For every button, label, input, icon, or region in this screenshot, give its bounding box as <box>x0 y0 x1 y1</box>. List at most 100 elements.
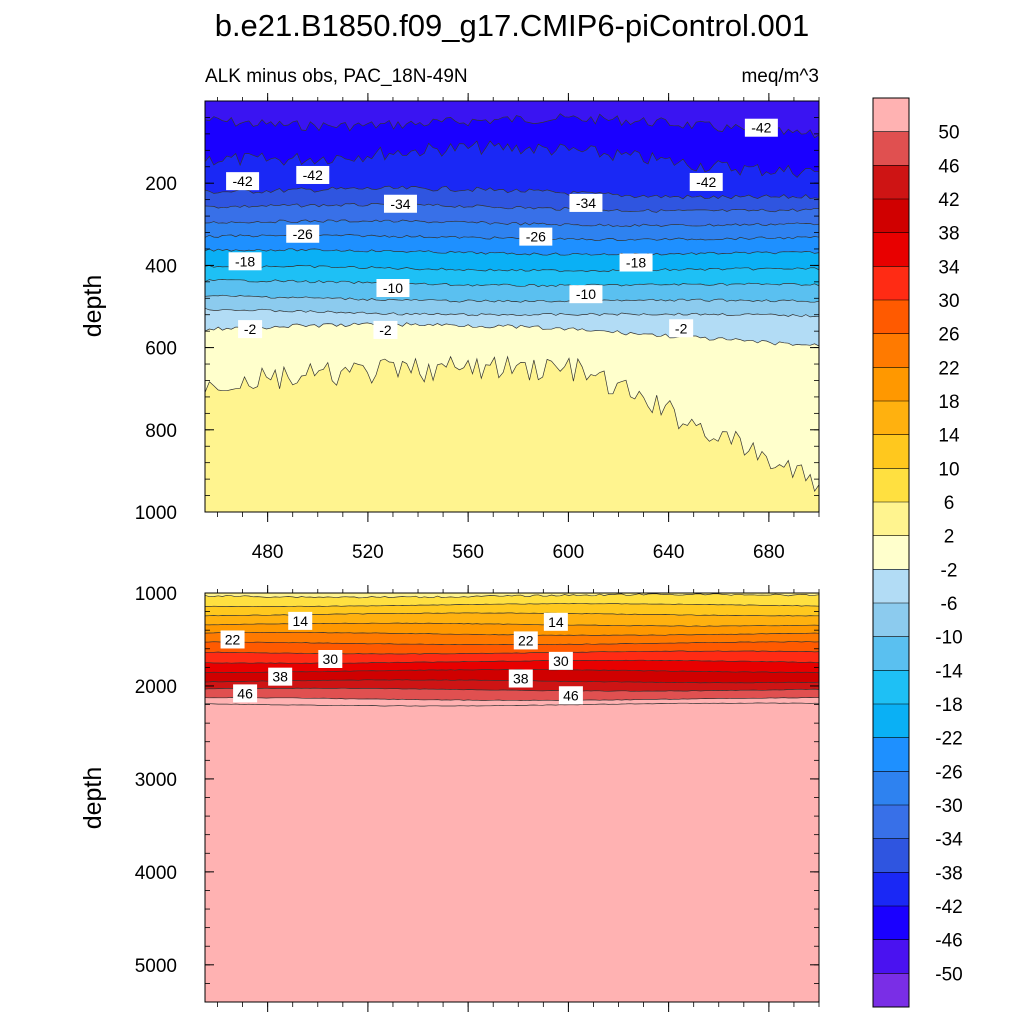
colorbar-frame <box>872 97 910 1008</box>
contour-label: 38 <box>272 669 288 685</box>
contour-label: -2 <box>244 321 257 337</box>
contour-label-box <box>228 252 262 271</box>
colorbar-label: 46 <box>938 156 959 177</box>
lower-contour-line <box>205 659 819 664</box>
contour-label-box <box>238 320 263 339</box>
contour-label-box <box>268 667 293 686</box>
colorbar-swatch <box>873 603 909 638</box>
contour-label-box <box>513 631 538 650</box>
chart-title: b.e21.B1850.f09_g17.CMIP6-piControl.001 <box>215 8 810 43</box>
colorbar-swatch <box>873 569 909 604</box>
colorbar-swatch <box>873 98 909 133</box>
x-tick-label: 600 <box>553 542 585 563</box>
colorbar-label: -2 <box>941 560 958 581</box>
upper-contour-line <box>205 294 819 303</box>
upper-band <box>205 356 819 512</box>
upper-band <box>205 234 819 256</box>
colorbar-swatch <box>873 266 909 301</box>
y-tick-label: 4000 <box>135 863 177 884</box>
contour-label-box <box>220 630 245 649</box>
lower-contour-line <box>205 687 819 692</box>
x-tick-label: 560 <box>452 542 484 563</box>
lower-contour-line <box>205 641 819 646</box>
colorbar-label: -22 <box>935 729 962 750</box>
colorbar-label: 6 <box>944 493 955 514</box>
contour-label: 30 <box>323 651 339 667</box>
contour-label-box <box>373 320 398 339</box>
colorbar-label: -42 <box>935 897 962 918</box>
lower-band <box>205 612 819 627</box>
colorbar-swatch <box>873 872 909 907</box>
colorbar-swatch <box>873 704 909 739</box>
colorbar-swatch <box>873 367 909 402</box>
contour-label: 22 <box>225 631 241 647</box>
upper-contour-line <box>205 248 819 256</box>
upper-band <box>205 279 819 303</box>
contour-label: 14 <box>292 613 308 629</box>
lower-panel-fill <box>205 593 819 1002</box>
upper-band <box>205 186 819 213</box>
contour-label-box <box>376 279 410 298</box>
contour-label: -18 <box>235 253 255 269</box>
colorbar-swatch <box>873 401 909 436</box>
upper-band <box>205 203 819 227</box>
colorbar-swatch <box>873 333 909 368</box>
colorbar-label: 30 <box>938 291 959 312</box>
lower-contour-line <box>205 650 819 655</box>
contour-label: -34 <box>390 196 410 212</box>
upper-contour-line <box>205 355 819 493</box>
contour-label-box <box>569 285 603 304</box>
colorbar-swatch <box>873 805 909 840</box>
upper-band <box>205 101 819 138</box>
colorbar-label: 22 <box>938 358 959 379</box>
y-tick-label: 1000 <box>135 584 177 605</box>
x-tick-label: 480 <box>252 542 284 563</box>
lower-band <box>205 697 819 707</box>
chart-subtitle-left: ALK minus obs, PAC_18N-49N <box>205 66 468 87</box>
upper-panel-fill <box>205 101 819 512</box>
colorbar-label: -14 <box>935 661 963 682</box>
y-tick-label: 200 <box>145 174 177 195</box>
upper-panel-contours <box>205 113 819 493</box>
colorbar-label: 18 <box>938 392 959 413</box>
contour-label-box <box>744 118 778 137</box>
contour-label-box <box>508 669 533 688</box>
upper-y-axis-label: depth <box>79 275 107 338</box>
contour-label: 46 <box>563 687 579 703</box>
y-tick-label: 600 <box>145 339 177 360</box>
y-tick-label: 3000 <box>135 770 177 791</box>
colorbar-label: -18 <box>935 695 962 716</box>
colorbar-swatch <box>873 434 909 469</box>
contour-label-box <box>619 253 653 272</box>
contour-label-box <box>286 224 320 243</box>
contour-label-box <box>569 193 603 212</box>
lower-panel-contour-labels: 14 14 22 22 30 30 38 38 46 46 <box>220 611 583 705</box>
colorbar-label: -6 <box>941 594 958 615</box>
upper-contour-line <box>205 140 819 178</box>
y-tick-label: 400 <box>145 256 177 277</box>
colorbar-label: -50 <box>935 964 962 985</box>
contour-label: -10 <box>576 286 596 302</box>
lower-contour-line <box>205 702 819 707</box>
upper-band <box>205 113 819 178</box>
colorbar-swatch <box>873 468 909 503</box>
lower-contour-line <box>205 631 819 636</box>
colorbar-label: -34 <box>935 830 963 851</box>
colorbar-label: -38 <box>935 863 962 884</box>
colorbar-swatch <box>873 771 909 806</box>
colorbar-swatch <box>873 199 909 234</box>
contour-label: -2 <box>379 322 392 338</box>
upper-band <box>205 141 819 199</box>
upper-contour-line <box>205 113 819 139</box>
colorbar-label: 42 <box>938 190 959 211</box>
colorbar-label: -46 <box>935 931 962 952</box>
colorbar-label: 14 <box>938 426 960 447</box>
y-tick-label: 2000 <box>135 677 177 698</box>
contour-label-box <box>288 611 313 630</box>
y-tick-label: 800 <box>145 421 177 442</box>
contour-label-box <box>669 319 694 338</box>
lower-band <box>205 603 819 616</box>
contour-label: 38 <box>513 671 529 687</box>
colorbar-label: 10 <box>938 459 959 480</box>
